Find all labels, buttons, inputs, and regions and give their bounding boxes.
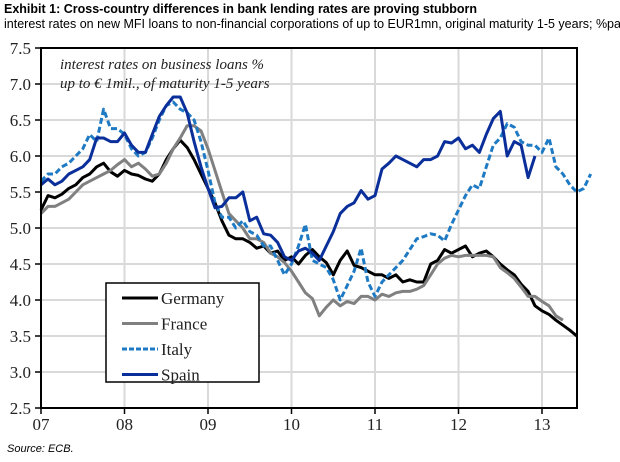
- y-tick-label: 6.5: [10, 111, 31, 130]
- annotation-line-2: up to € 1mil., of maturity 1-5 years: [60, 76, 270, 92]
- legend-label-germany: Germany: [161, 289, 225, 308]
- legend-label-italy: Italy: [161, 340, 193, 359]
- x-tick-label: 10: [283, 415, 300, 434]
- x-axis: 07 08 09 10 11 12 13: [33, 408, 551, 434]
- series-line-france: [39, 124, 564, 322]
- y-tick-label: 3.0: [10, 363, 31, 382]
- y-tick-label: 5.5: [10, 183, 31, 202]
- y-axis: 2.5 3.0 3.5 4.0 4.5 5.0 5.5 6.0 6.5 7.0 7.5: [10, 39, 41, 418]
- y-tick-label: 4.0: [10, 291, 31, 310]
- series-line-spain: [40, 95, 537, 262]
- y-tick-label: 6.0: [10, 147, 31, 166]
- x-tick-label: 12: [450, 415, 467, 434]
- y-tick-label: 2.5: [10, 399, 31, 418]
- legend: Germany France Italy Spain: [105, 282, 260, 385]
- chart-subtitle: interest rates on new MFI loans to non-f…: [4, 17, 620, 31]
- x-tick-label: 11: [367, 415, 383, 434]
- y-tick-label: 4.5: [10, 255, 31, 274]
- y-tick-label: 3.5: [10, 327, 31, 346]
- x-tick-label: 07: [33, 415, 51, 434]
- x-tick-label: 13: [534, 415, 551, 434]
- annotation-line-1: interest rates on business loans %: [60, 57, 264, 73]
- x-tick-label: 09: [200, 415, 217, 434]
- y-tick-label: 5.0: [10, 219, 31, 238]
- x-tick-label: 08: [116, 415, 133, 434]
- y-tick-label: 7.5: [10, 39, 31, 58]
- legend-label-france: France: [161, 315, 207, 334]
- series-line-italy: [39, 100, 593, 302]
- legend-label-spain: Spain: [161, 366, 200, 385]
- y-tick-label: 7.0: [10, 75, 31, 94]
- chart-title: Exhibit 1: Cross-country differences in …: [4, 2, 477, 16]
- source-note: Source: ECB.: [7, 443, 74, 455]
- series-lines: [39, 95, 593, 338]
